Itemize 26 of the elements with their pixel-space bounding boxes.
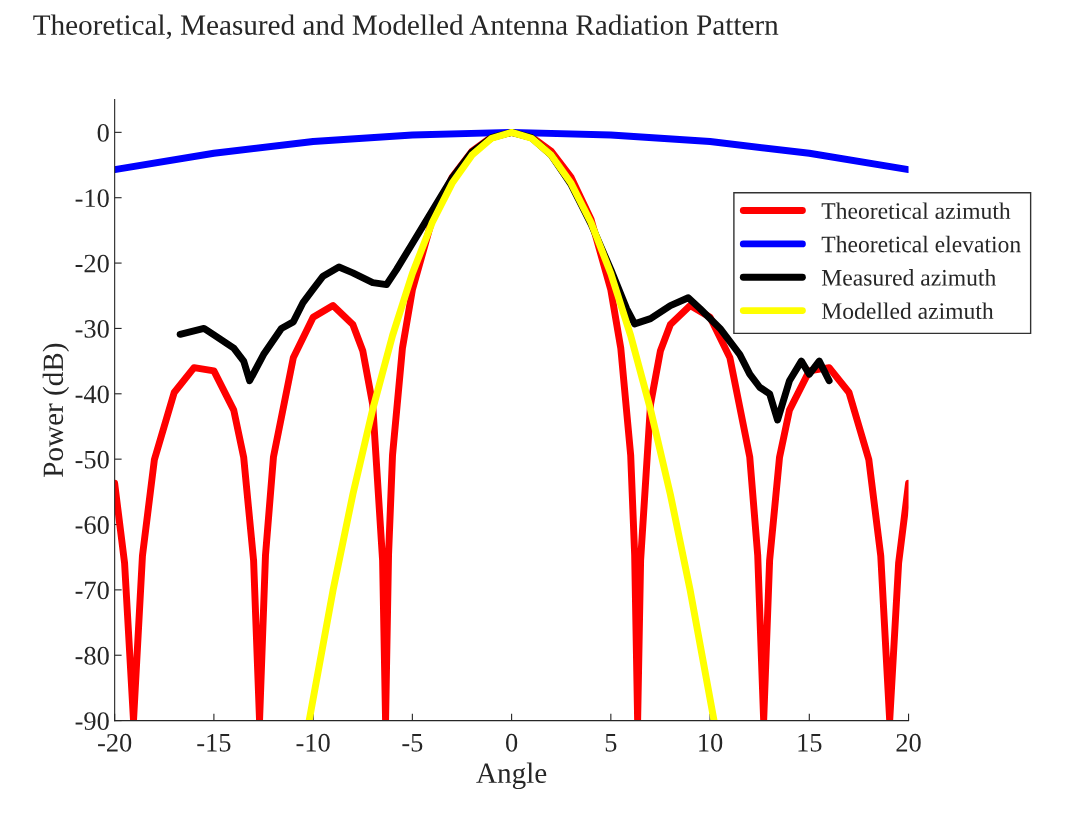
legend-label: Theoretical elevation	[821, 235, 1021, 253]
x-tick-label: 10	[699, 733, 723, 752]
y-axis-title: Power (dB)	[42, 343, 70, 477]
y-tick-label: -50	[75, 450, 109, 469]
legend-label: Modelled azimuth	[821, 302, 994, 320]
x-tick-label: -20	[98, 733, 132, 752]
x-tick-label: -5	[402, 734, 423, 752]
y-tick-label: -80	[75, 646, 109, 665]
y-tick-label: -30	[75, 320, 109, 338]
y-tick-label: -40	[75, 385, 109, 404]
y-tick-label: -10	[75, 189, 109, 208]
chart-title: Theoretical, Measured and Modelled Antenna Radiation Pattern	[33, 14, 779, 40]
y-tick-label: -60	[75, 516, 109, 534]
legend-label: Measured azimuth	[821, 269, 996, 286]
y-tick-label: -70	[75, 581, 109, 600]
y-tick-label: -20	[75, 254, 109, 273]
y-tick-label: -90	[75, 712, 109, 731]
x-tick-label: 15	[798, 733, 822, 752]
legend-label: Theoretical azimuth	[821, 202, 1011, 220]
x-tick-label: -15	[197, 733, 231, 752]
x-tick-label: 20	[896, 733, 921, 752]
x-tick-label: 0	[506, 733, 518, 752]
y-tick-label: 0	[97, 123, 109, 142]
x-tick-label: -10	[296, 733, 330, 752]
x-axis-title: Angle	[476, 762, 547, 790]
x-tick-label: 5	[605, 734, 617, 752]
